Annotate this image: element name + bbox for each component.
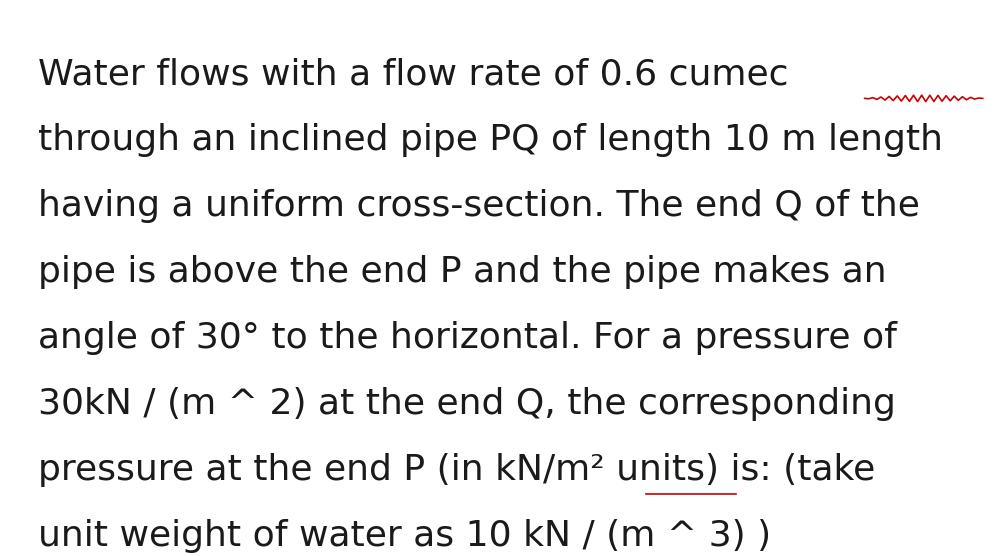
Text: Water flows with a flow rate of 0.6 cumec: Water flows with a flow rate of 0.6 cume…	[38, 57, 789, 91]
Text: having a uniform cross-section. The end Q of the: having a uniform cross-section. The end …	[38, 189, 920, 223]
Text: pipe is above the end P and the pipe makes an: pipe is above the end P and the pipe mak…	[38, 255, 886, 289]
Text: 30kN / (m ^ 2) at the end Q, the corresponding: 30kN / (m ^ 2) at the end Q, the corresp…	[38, 387, 896, 421]
Text: through an inclined pipe PQ of length 10 m length: through an inclined pipe PQ of length 10…	[38, 123, 943, 157]
Text: unit weight of water as 10 kN / (m ^ 3) ): unit weight of water as 10 kN / (m ^ 3) …	[38, 519, 771, 553]
Text: angle of 30° to the horizontal. For a pressure of: angle of 30° to the horizontal. For a pr…	[38, 321, 897, 355]
Text: pressure at the end P (in kN/m² units) is: (take: pressure at the end P (in kN/m² units) i…	[38, 453, 875, 487]
